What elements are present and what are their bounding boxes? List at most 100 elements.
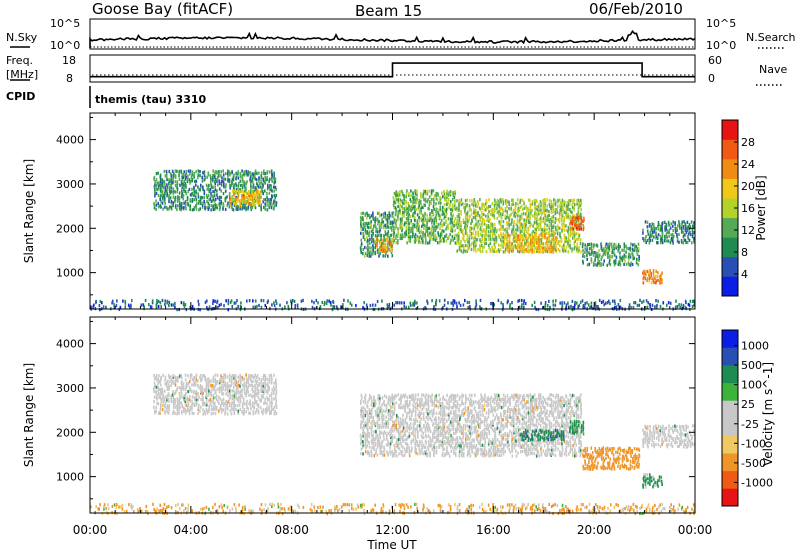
power-echo-cell	[524, 234, 527, 238]
power-echo-cell	[214, 174, 216, 178]
power-echo-cell	[414, 211, 416, 215]
power-echo-cell	[414, 235, 416, 239]
power-echo-cell	[195, 170, 197, 174]
velocity-echo-cell	[408, 408, 411, 412]
velocity-echo-cell	[241, 409, 243, 413]
power-echo-cell	[380, 233, 383, 237]
power-echo-cell	[325, 301, 328, 305]
power-echo-cell	[443, 194, 446, 198]
power-echo-cell	[164, 197, 166, 201]
velocity-echo-cell	[244, 391, 246, 395]
power-echo-cell	[311, 305, 314, 309]
power-echo-cell	[113, 303, 115, 307]
power-echo-cell	[583, 218, 585, 222]
power-echo-cell	[613, 247, 616, 251]
power-echo-cell	[557, 200, 559, 204]
power-echo-cell	[535, 229, 537, 233]
velocity-echo-cell	[260, 385, 263, 390]
power-echo-cell	[260, 180, 262, 184]
power-echo-cell	[661, 278, 663, 282]
power-echo-cell	[572, 200, 574, 204]
power-echo-cell	[525, 242, 527, 246]
velocity-echo-cell	[406, 403, 409, 407]
power-echo-cell	[214, 199, 216, 203]
power-echo-cell	[670, 233, 672, 237]
power-echo-cell	[362, 234, 365, 238]
velocity-echo-cell	[387, 439, 389, 443]
velocity-echo-cell	[257, 395, 260, 400]
velocity-echo-cell	[374, 421, 377, 426]
power-echo-cell	[426, 241, 429, 245]
velocity-echo-cell	[157, 386, 159, 390]
power-echo-cell	[180, 169, 182, 173]
power-echo-cell	[412, 232, 414, 236]
power-echo-cell	[575, 220, 578, 224]
power-echo-cell	[538, 248, 540, 252]
velocity-echo-cell	[371, 433, 373, 437]
power-echo-cell	[225, 172, 227, 176]
power-echo-cell	[231, 189, 234, 193]
power-echo-cell	[577, 218, 580, 222]
velocity-echo-cell	[413, 396, 415, 400]
velocity-echo-cell	[163, 403, 166, 407]
power-echo-cell	[559, 204, 561, 208]
power-echo-cell	[448, 191, 450, 195]
power-echo-cell	[603, 251, 606, 255]
velocity-echo-cell	[246, 399, 248, 403]
power-echo-cell	[170, 175, 173, 179]
velocity-echo-cell	[195, 398, 198, 402]
power-echo-cell	[450, 225, 452, 229]
power-echo-cell	[427, 227, 429, 231]
power-echo-cell	[162, 196, 164, 200]
power-echo-cell	[571, 210, 573, 214]
power-echo-cell	[239, 199, 242, 203]
power-echo-cell	[629, 248, 631, 252]
power-echo-cell	[560, 211, 563, 215]
velocity-echo-cell	[386, 434, 388, 438]
velocity-echo-cell	[384, 410, 387, 414]
power-echo-cell	[523, 202, 525, 206]
power-echo-cell	[235, 182, 237, 186]
power-echo-cell	[193, 198, 196, 202]
power-echo-cell	[521, 249, 523, 253]
power-echo-cell	[407, 305, 410, 309]
velocity-echo-cell	[369, 415, 371, 419]
power-echo-cell	[433, 229, 435, 233]
power-echo-cell	[376, 238, 379, 242]
velocity-echo-cell	[172, 411, 174, 415]
velocity-echo-cell	[228, 389, 231, 393]
power-echo-cell	[573, 234, 576, 238]
power-echo-cell	[540, 218, 542, 222]
velocity-echo-cell	[393, 412, 395, 416]
velocity-echo-cell	[222, 392, 225, 396]
power-colorbar-tick-label: 20	[741, 180, 755, 193]
power-echo-cell	[473, 248, 475, 252]
velocity-echo-cell	[174, 383, 177, 387]
power-echo-cell	[206, 195, 209, 200]
velocity-echo-cell	[188, 409, 191, 413]
power-echo-cell	[551, 232, 553, 236]
power-echo-cell	[216, 206, 218, 210]
power-echo-cell	[549, 305, 551, 309]
velocity-echo-cell	[267, 390, 269, 394]
velocity-echo-cell	[275, 380, 277, 384]
power-echo-cell	[435, 209, 437, 214]
power-echo-cell	[429, 238, 431, 242]
velocity-echo-cell	[161, 389, 164, 393]
power-echo-cell	[394, 201, 397, 205]
power-echo-cell	[311, 299, 313, 303]
power-echo-cell	[451, 235, 454, 239]
velocity-echo-cell	[243, 412, 245, 416]
velocity-echo-cell	[372, 442, 374, 446]
velocity-echo-cell	[166, 404, 169, 408]
power-echo-cell	[191, 177, 194, 182]
velocity-echo-cell	[379, 447, 381, 452]
power-echo-cell	[470, 202, 473, 206]
power-echo-cell	[390, 248, 393, 252]
power-echo-cell	[439, 223, 442, 227]
power-echo-cell	[178, 171, 180, 175]
power-echo-cell	[554, 220, 556, 224]
power-echo-cell	[175, 204, 177, 208]
power-echo-cell	[227, 308, 230, 312]
power-echo-cell	[500, 224, 503, 228]
